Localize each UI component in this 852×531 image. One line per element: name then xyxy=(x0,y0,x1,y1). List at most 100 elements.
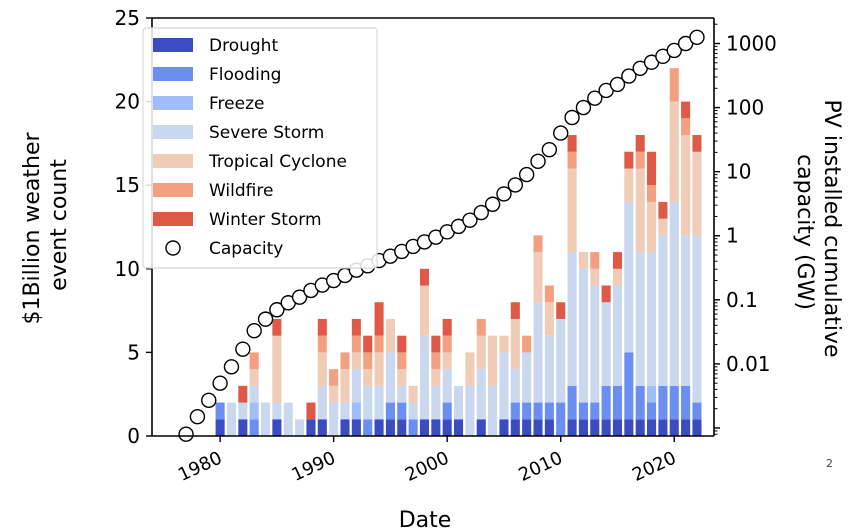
bar-tropical-cyclone-2020 xyxy=(669,101,679,202)
legend-frame xyxy=(142,27,378,269)
bar-flooding-1997 xyxy=(408,419,418,436)
bar-tropical-cyclone-2018 xyxy=(647,201,657,253)
y2-tick-label-0.01: 0.01 xyxy=(726,352,771,376)
bar-severe-storm-2019 xyxy=(658,235,668,386)
legend-label-freeze: Freeze xyxy=(209,94,264,114)
legend-label-tropical-cyclone: Tropical Cyclone xyxy=(208,152,347,172)
bar-flooding-2019 xyxy=(658,385,668,420)
legend: Drought Flooding Freeze Severe Storm Tropica… xyxy=(142,27,378,269)
bar-wildfire-1983 xyxy=(249,352,259,370)
y-tick-label-5: 5 xyxy=(127,340,140,364)
bar-tropical-cyclone-2000 xyxy=(442,352,452,370)
bar-severe-storm-1996 xyxy=(397,385,407,403)
bar-drought-2006 xyxy=(510,419,520,436)
bar-flooding-2009 xyxy=(544,402,554,420)
bar-severe-storm-1990 xyxy=(329,402,339,436)
bar-tropical-cyclone-1996 xyxy=(397,369,407,386)
bar-drought-2016 xyxy=(624,419,634,436)
legend-swatch-drought xyxy=(153,38,193,52)
capacity-point-2011 xyxy=(564,109,580,126)
bar-drought-2022 xyxy=(692,419,702,436)
bar-drought-2007 xyxy=(522,419,532,436)
bar-wildfire-1993 xyxy=(363,352,373,370)
bar-flooding-2006 xyxy=(510,402,520,420)
bar-drought-2015 xyxy=(612,419,623,436)
bar-flooding-1993 xyxy=(363,419,373,436)
bar-wildfire-2007 xyxy=(522,335,532,353)
bar-drought-2021 xyxy=(681,419,691,436)
legend-swatch-freeze xyxy=(153,96,193,110)
bar-flooding-1980 xyxy=(215,402,225,420)
y2-tick-label-1000: 1000 xyxy=(726,32,777,56)
y2-tick-label-10: 10 xyxy=(726,160,751,184)
y-tick-label-10: 10 xyxy=(115,257,140,281)
y-tick-label-25: 25 xyxy=(115,6,140,30)
bar-severe-storm-1992 xyxy=(351,369,361,403)
bar-flooding-2008 xyxy=(533,402,543,420)
bar-severe-storm-1989 xyxy=(317,385,327,420)
bar-flooding-1995 xyxy=(385,402,395,420)
bar-flooding-2021 xyxy=(681,385,691,420)
bar-severe-storm-2020 xyxy=(669,201,679,386)
bar-severe-storm-2001 xyxy=(454,385,464,420)
bar-wildfire-2017 xyxy=(635,151,645,169)
bar-tropical-cyclone-2022 xyxy=(692,151,702,236)
bar-severe-storm-2007 xyxy=(522,352,532,403)
capacity-point-2020 xyxy=(666,42,682,59)
bar-wildfire-1992 xyxy=(351,335,361,353)
bar-severe-storm-2011 xyxy=(567,252,577,386)
bar-severe-storm-1982 xyxy=(238,402,248,420)
bar-tropical-cyclone-2012 xyxy=(578,252,588,269)
bar-wildfire-2020 xyxy=(669,68,679,102)
bar-winter-storm-1999 xyxy=(431,335,441,353)
capacity-point-2006 xyxy=(507,177,524,193)
y2-tick-label-0.1: 0.1 xyxy=(726,288,758,312)
bar-severe-storm-2012 xyxy=(578,268,588,403)
capacity-point-1979 xyxy=(201,392,217,409)
bar-winter-storm-2018 xyxy=(647,151,657,186)
bar-drought-2013 xyxy=(590,419,600,436)
x-axis-label: Date xyxy=(399,508,452,531)
bar-drought-1996 xyxy=(397,419,407,436)
legend-label-flooding: Flooding xyxy=(209,65,281,85)
bar-severe-storm-1999 xyxy=(431,385,441,420)
y2-tick-label-1: 1 xyxy=(726,224,739,248)
bar-severe-storm-1986 xyxy=(283,402,293,436)
bar-severe-storm-1991 xyxy=(340,402,350,420)
bar-drought-1982 xyxy=(238,419,248,436)
bar-winter-storm-2021 xyxy=(681,101,691,119)
bar-tropical-cyclone-1993 xyxy=(363,369,373,386)
capacity-point-2016 xyxy=(621,68,637,84)
bar-tropical-cyclone-2008 xyxy=(533,252,543,303)
bar-severe-storm-2002 xyxy=(465,385,475,436)
bar-winter-storm-1994 xyxy=(374,302,384,336)
bar-wildfire-1999 xyxy=(431,352,441,370)
bar-flooding-2000 xyxy=(442,402,452,420)
bar-drought-1999 xyxy=(431,419,441,436)
bar-winter-storm-2015 xyxy=(612,252,623,269)
bar-flooding-2012 xyxy=(578,402,588,420)
bar-wildfire-1994 xyxy=(374,335,384,353)
bar-tropical-cyclone-2017 xyxy=(635,168,645,253)
bar-tropical-cyclone-2006 xyxy=(510,318,520,370)
bar-drought-2020 xyxy=(669,419,679,436)
bar-drought-2009 xyxy=(544,419,554,436)
bar-flooding-2014 xyxy=(601,385,611,420)
capacity-point-2010 xyxy=(553,125,569,141)
bar-drought-1992 xyxy=(351,419,361,436)
y2-axis-label: PV installed cumulative capacity (GW) xyxy=(792,100,844,365)
bar-winter-storm-1985 xyxy=(272,318,282,336)
bar-severe-storm-2005 xyxy=(499,352,509,420)
capacity-point-1987 xyxy=(291,289,308,305)
x-tick-label-2010: 2010 xyxy=(516,447,566,485)
bar-drought-1994 xyxy=(374,419,384,436)
capacity-markers xyxy=(178,29,705,442)
bar-winter-storm-2022 xyxy=(692,135,702,152)
y-tick-label-15: 15 xyxy=(115,173,140,197)
bar-tropical-cyclone-2013 xyxy=(590,268,600,286)
legend-swatch-severe-storm xyxy=(153,125,193,139)
bar-drought-2000 xyxy=(442,419,452,436)
bar-drought-2001 xyxy=(454,419,464,436)
bar-drought-1989 xyxy=(317,419,327,436)
bar-severe-storm-1997 xyxy=(408,402,418,420)
